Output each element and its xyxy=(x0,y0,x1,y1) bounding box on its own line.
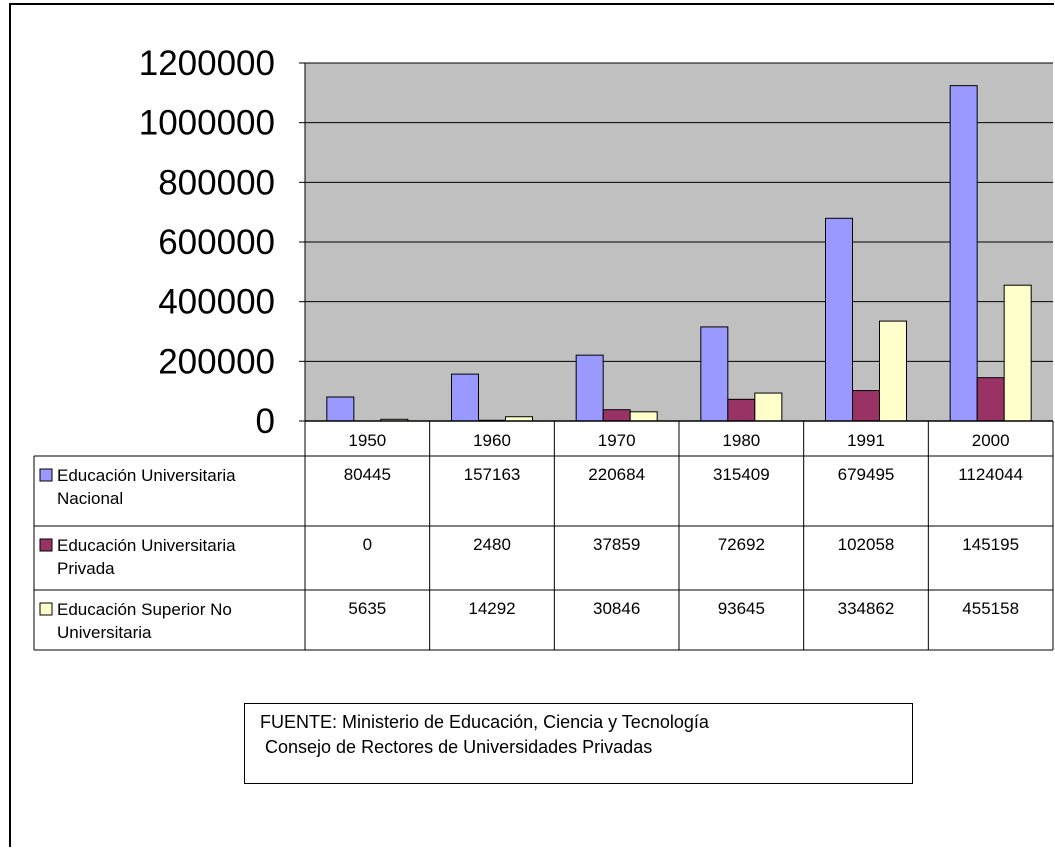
legend-key xyxy=(39,602,53,616)
y-tick-label: 0 xyxy=(256,402,275,441)
data-label: 37859 xyxy=(593,535,640,554)
category-label: 1970 xyxy=(598,431,636,450)
category-label: 1950 xyxy=(348,431,386,450)
data-label: 93645 xyxy=(718,599,765,618)
bar xyxy=(326,396,355,422)
data-label: 145195 xyxy=(962,535,1019,554)
category-label: 2000 xyxy=(972,431,1010,450)
legend-label: Educación Universitaria xyxy=(57,536,236,555)
bar xyxy=(575,354,604,422)
bar xyxy=(825,217,853,422)
bar xyxy=(629,411,658,422)
legend-label: Educación Superior No xyxy=(57,600,232,619)
legend-label: Nacional xyxy=(57,489,123,508)
bar xyxy=(949,85,978,422)
legend-key xyxy=(39,468,53,482)
source-line-2: Consejo de Rectores de Universidades Pri… xyxy=(260,737,653,757)
data-label: 157163 xyxy=(464,465,521,484)
bar xyxy=(700,326,729,422)
y-tick-label: 400000 xyxy=(158,283,275,322)
data-label: 14292 xyxy=(468,599,515,618)
y-tick-label: 200000 xyxy=(158,342,275,381)
legend-label: Educación Universitaria xyxy=(57,466,236,485)
data-label: 2480 xyxy=(473,535,511,554)
legend-label: Privada xyxy=(57,559,115,578)
data-label: 80445 xyxy=(344,465,391,484)
bar xyxy=(879,320,907,422)
data-label: 30846 xyxy=(593,599,640,618)
data-label: 0 xyxy=(363,535,372,554)
data-label: 334862 xyxy=(838,599,895,618)
bar xyxy=(727,398,756,422)
y-tick-label: 600000 xyxy=(158,223,275,262)
bar xyxy=(976,377,1005,422)
bar xyxy=(852,390,880,422)
source-line-1: FUENTE: Ministerio de Educación, Ciencia… xyxy=(260,712,709,732)
data-label: 5635 xyxy=(348,599,386,618)
category-label: 1991 xyxy=(847,431,885,450)
category-label: 1980 xyxy=(722,431,760,450)
source-note: FUENTE: Ministerio de Educación, Ciencia… xyxy=(244,703,913,784)
data-label: 102058 xyxy=(838,535,895,554)
y-tick-label: 1000000 xyxy=(139,104,275,143)
data-label: 220684 xyxy=(588,465,645,484)
legend-label: Universitaria xyxy=(57,623,152,642)
y-tick-label: 800000 xyxy=(158,163,275,202)
legend-key xyxy=(39,538,53,552)
data-label: 72692 xyxy=(718,535,765,554)
bar xyxy=(1003,284,1032,422)
category-label: 1960 xyxy=(473,431,511,450)
bar xyxy=(451,373,479,422)
data-label: 455158 xyxy=(962,599,1019,618)
bar xyxy=(602,409,631,422)
data-label: 1124044 xyxy=(958,465,1023,484)
data-label: 679495 xyxy=(838,465,895,484)
bar xyxy=(754,392,783,422)
y-tick-label: 1200000 xyxy=(139,44,275,83)
data-label: 315409 xyxy=(713,465,770,484)
